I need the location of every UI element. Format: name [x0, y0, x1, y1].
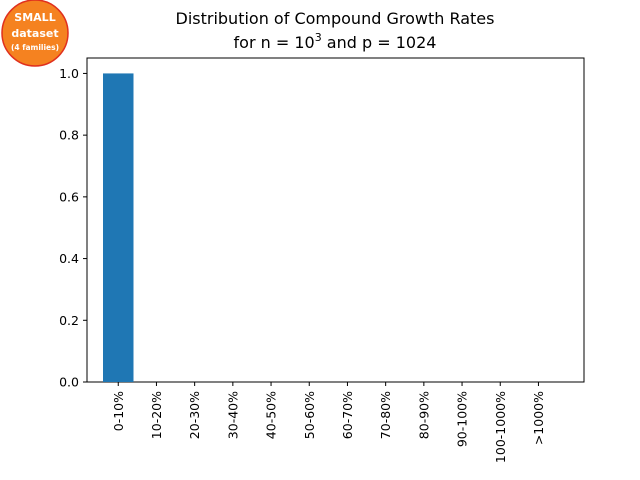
bar-0-10%	[103, 73, 134, 382]
badge-line1: SMALL	[14, 11, 55, 24]
x-tick-label: 70-80%	[378, 391, 393, 439]
y-tick-label: 0.8	[59, 128, 79, 143]
dataset-badge: SMALL dataset (4 families)	[1, 0, 69, 67]
x-tick-label: 100-1000%	[493, 391, 508, 463]
chart-title-line1: Distribution of Compound Growth Rates	[176, 9, 495, 28]
x-tick-label: 0-10%	[111, 391, 126, 431]
badge-circle	[1, 0, 69, 67]
x-tick-label: 50-60%	[302, 391, 317, 439]
badge-line2: dataset	[11, 27, 58, 40]
y-tick-label: 0.4	[59, 251, 79, 266]
bars-group	[103, 73, 134, 382]
y-tick-label: 0.0	[59, 375, 79, 390]
x-tick-label: 80-90%	[416, 391, 431, 439]
title-line2-sup: 3	[315, 31, 322, 44]
x-tick-label: 90-100%	[455, 391, 470, 447]
x-axis: 0-10% 10-20% 20-30% 30-40% 40-50% 50-60% 60-70…	[111, 382, 546, 463]
title-line2-prefix: for n = 10	[234, 33, 315, 52]
x-tick-label: 10-20%	[149, 391, 164, 439]
y-axis: 0.0 0.2 0.4 0.6 0.8 1.0	[59, 66, 87, 390]
y-tick-label: 0.2	[59, 313, 79, 328]
y-tick-label: 0.6	[59, 189, 79, 204]
title-line2-suffix: and p = 1024	[322, 33, 437, 52]
badge-line3: (4 families)	[11, 43, 59, 52]
plot-frame	[86, 57, 585, 383]
x-tick-label: 40-50%	[264, 391, 279, 439]
x-tick-label: 20-30%	[187, 391, 202, 439]
y-tick-label: 1.0	[59, 66, 79, 81]
x-tick-label: 30-40%	[225, 391, 240, 439]
chart-title-line2: for n = 103 and p = 1024	[234, 31, 437, 52]
x-tick-label: 60-70%	[340, 391, 355, 439]
x-tick-label: >1000%	[531, 391, 546, 445]
